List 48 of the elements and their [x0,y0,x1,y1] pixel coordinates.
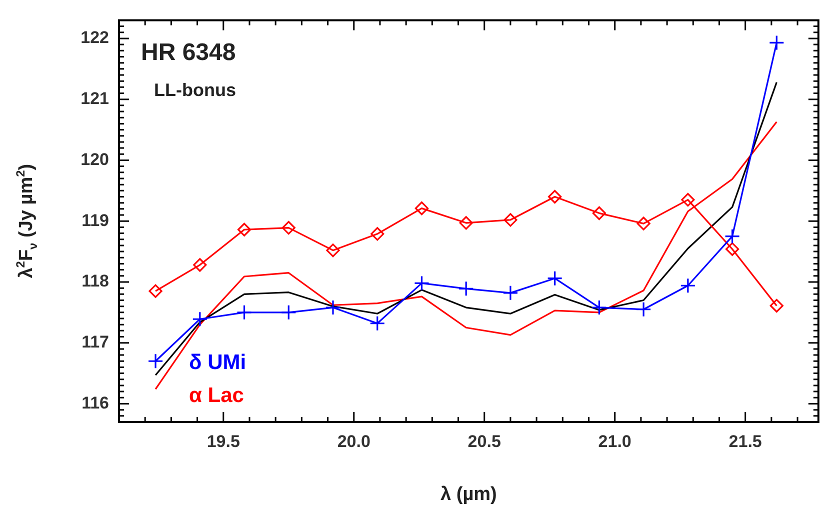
point [237,222,252,236]
text: HR 6348 [141,39,236,66]
point [504,213,518,227]
text: LL-bonus [154,80,236,100]
point [547,270,563,286]
y-tick-label: 120 [80,150,109,169]
point [280,304,296,320]
y-tick-label: 116 [82,393,109,412]
point [768,34,784,51]
x-tick-label: 20.0 [337,432,370,451]
point [458,280,474,296]
point [502,285,518,301]
point [326,244,340,258]
y-tick-label: 117 [82,332,109,352]
y-axis-title: λ2Fν (Jy µm2) [13,164,40,278]
point [414,275,430,291]
point [681,192,695,207]
point [636,302,652,318]
point [192,311,208,327]
point [414,202,429,216]
point [725,242,740,256]
point [592,206,606,220]
x-tick-label: 19.5 [206,432,240,451]
point [370,227,384,241]
point [282,220,296,235]
point [370,316,386,332]
x-axis-title: λ (µm) [440,484,497,505]
point [770,298,784,313]
point [193,258,207,272]
point [724,228,740,244]
point [636,216,650,230]
y-tick-label: 119 [82,210,109,230]
point [325,300,341,316]
point [459,216,473,230]
point [148,353,164,369]
point [680,278,696,294]
y-tick-label: 121 [80,89,109,108]
series-label: δ UMi [189,351,246,374]
y-tick-label: 122 [80,28,109,48]
text: α Lac [189,384,244,407]
y-tick-label: 118 [82,272,109,291]
point [548,190,562,204]
x-tick-label: 21.0 [598,432,632,451]
x-tick-label: 21.5 [728,432,762,451]
point [148,284,162,298]
point [591,300,607,316]
x-tick-label: 20.5 [468,432,501,451]
point [236,304,252,320]
